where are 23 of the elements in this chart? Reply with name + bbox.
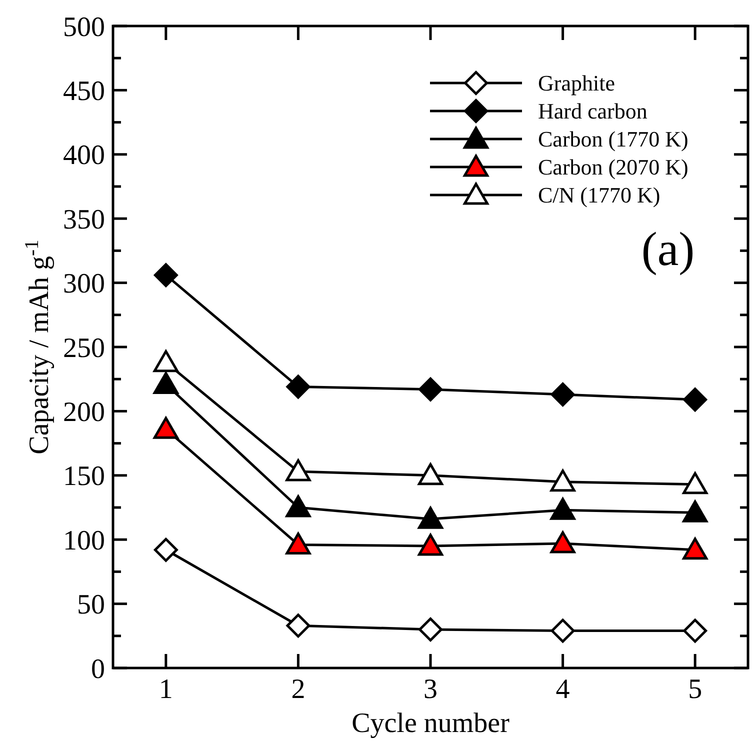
x-tick-label: 1 xyxy=(158,674,173,705)
y-tick-label: 450 xyxy=(63,76,105,107)
legend-label: Hard carbon xyxy=(538,98,648,124)
legend-label: Graphite xyxy=(538,70,615,96)
y-tick-label: 400 xyxy=(63,140,105,172)
y-tick-label: 0 xyxy=(91,654,105,685)
y-tick-label: 100 xyxy=(63,525,105,556)
y-tick-label: 200 xyxy=(63,397,105,428)
y-tick-label: 250 xyxy=(63,332,105,364)
y-tick-label: 50 xyxy=(77,590,105,621)
x-tick-label: 4 xyxy=(556,674,570,705)
x-tick-label: 3 xyxy=(424,674,438,705)
y-tick-label: 300 xyxy=(63,268,105,300)
y-tick-label: 500 xyxy=(63,12,105,43)
legend-label: Carbon (2070 K) xyxy=(538,154,688,180)
x-axis-title: Cycle number xyxy=(352,708,510,739)
y-tick-label: 150 xyxy=(63,461,105,492)
legend-label: Carbon (1770 K) xyxy=(538,126,688,152)
annotation: (a) xyxy=(641,223,695,276)
y-tick-label: 350 xyxy=(63,204,105,236)
x-tick-label: 5 xyxy=(688,674,702,705)
x-tick-label: 2 xyxy=(291,674,306,705)
legend-label: C/N (1770 K) xyxy=(538,182,660,208)
